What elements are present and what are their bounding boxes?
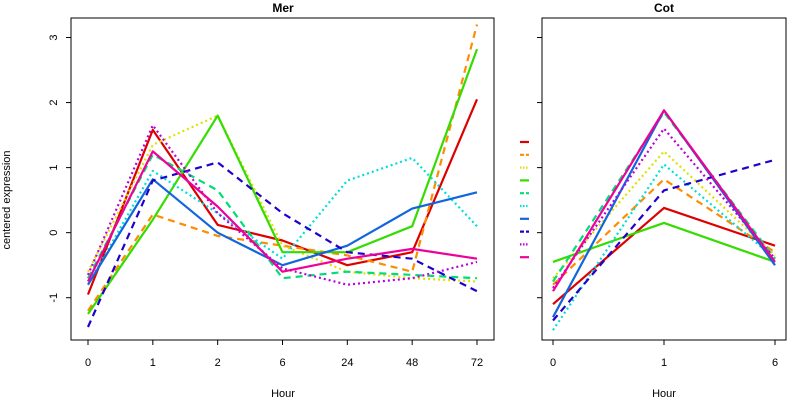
series-line-6 [552,163,776,331]
x-tick-label: 6 [279,357,285,369]
y-tick-label: 1 [48,165,60,171]
series-line-5 [87,153,478,280]
series-line-2 [552,178,776,286]
cot-x-axis: 0 1 6 [550,340,778,369]
y-tick-label: 2 [48,100,60,106]
cot-series-lines [552,109,776,331]
cot-y-axis [537,37,542,299]
x-tick-label: 72 [471,357,483,369]
series-line-3 [552,150,776,279]
y-tick-label: -1 [48,293,60,303]
series-line-1 [86,98,479,295]
x-tick-label: 48 [406,357,418,369]
mer-panel: Mer -1 0 1 2 3 0 1 2 6 24 48 72 Hour [48,1,495,400]
series-line-10 [87,150,478,282]
series-line-8 [86,161,478,328]
x-tick-label: 24 [341,357,353,369]
x-tick-label: 6 [772,357,778,369]
series-line-8 [552,158,776,322]
y-axis-label: centered expression [1,150,13,249]
mer-panel-title: Mer [272,1,294,15]
mer-x-axis: 0 1 2 6 24 48 72 [85,340,483,369]
cot-x-axis-label: Hour [652,388,676,400]
mer-series-lines [86,24,479,328]
y-tick-label: 0 [48,230,60,236]
x-tick-label: 1 [661,357,667,369]
series-line-6 [87,156,478,286]
x-tick-label: 0 [85,357,91,369]
mer-x-axis-label: Hour [271,388,295,400]
x-tick-label: 2 [215,357,221,369]
series-line-1 [552,206,776,306]
cot-panel: Cot 0 1 6 Hour [537,1,787,400]
cot-panel-title: Cot [654,1,674,15]
x-tick-label: 1 [150,357,156,369]
mer-y-axis: -1 0 1 2 3 [48,34,71,303]
x-tick-label: 0 [550,357,556,369]
legend-line-keys [520,140,529,259]
series-line-7 [87,178,478,286]
series-line-10 [552,109,776,292]
series-line-4 [87,48,479,315]
y-tick-label: 3 [48,34,60,40]
